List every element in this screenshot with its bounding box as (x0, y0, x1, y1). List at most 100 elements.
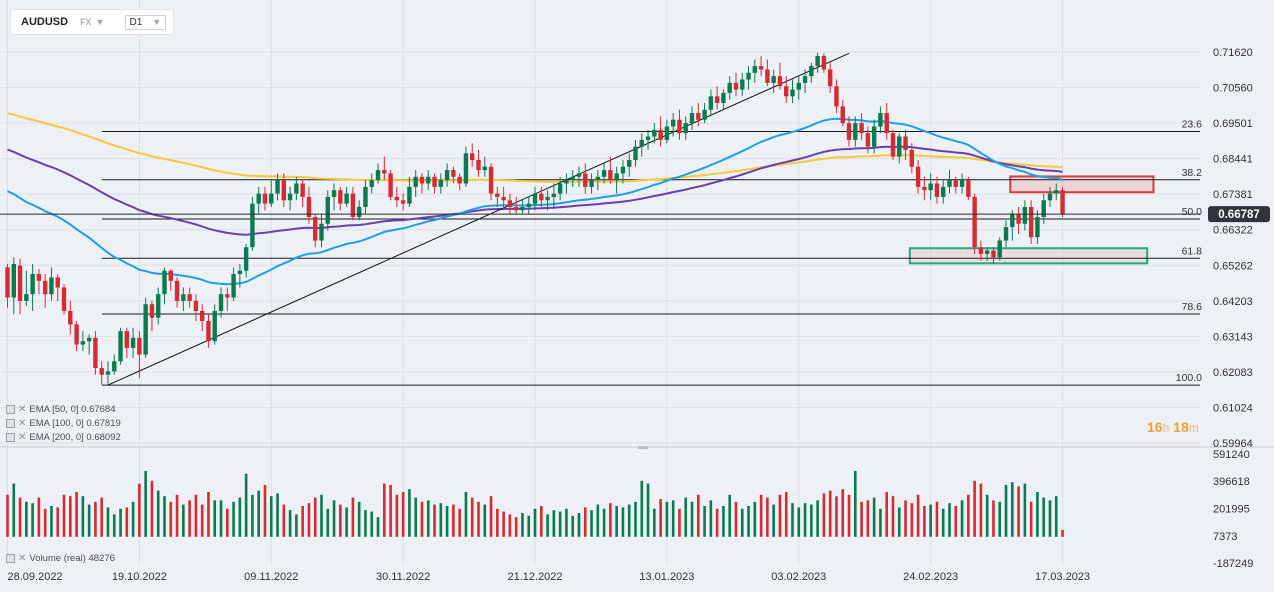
candle-body (243, 247, 249, 271)
pane-resize-handle (638, 446, 648, 449)
candle-body (576, 173, 582, 177)
candle-body (1047, 193, 1053, 201)
date-tick-label: 09.11.2022 (244, 571, 298, 583)
symbol-label[interactable]: AUDUSD (21, 16, 69, 28)
candle-body (539, 193, 544, 201)
candle-body (86, 337, 92, 342)
volume-bar (276, 493, 279, 537)
candle-body (413, 176, 418, 187)
volume-bar (458, 508, 461, 537)
volume-bar (288, 510, 292, 537)
candle-body (149, 304, 155, 318)
date-tick-label: 03.02.2023 (771, 571, 826, 583)
volume-bar (979, 483, 983, 537)
volume-bar (370, 511, 374, 537)
candle-body (1041, 200, 1046, 218)
volume-bar (1054, 496, 1058, 537)
candle-body (338, 190, 343, 204)
candle-body (796, 82, 801, 90)
fib-label: 100.0 (1176, 372, 1202, 384)
volume-bar (709, 500, 713, 537)
candle-body (275, 180, 280, 194)
settings-icon[interactable] (6, 554, 15, 563)
settings-icon[interactable] (6, 419, 15, 428)
candle-body (614, 173, 619, 181)
volume-bar (891, 496, 895, 537)
volume-bar (106, 507, 110, 537)
volume-bar (521, 512, 524, 537)
price-tick-label: 0.70560 (1213, 83, 1253, 95)
volume-bar (200, 504, 204, 537)
close-icon[interactable]: ✕ (18, 432, 27, 443)
candle-body (752, 66, 758, 73)
volume-bar (313, 497, 317, 537)
candle-countdown: 16h 18m (1147, 419, 1199, 435)
volume-bar (558, 511, 562, 537)
candle-body (557, 183, 563, 194)
legend-ema50[interactable]: ✕ EMA [50, 0] 0.67684 (6, 404, 115, 415)
volume-bar (169, 501, 173, 537)
trendline (107, 52, 850, 386)
volume-bar (941, 508, 945, 537)
candle-body (966, 180, 971, 197)
candle-body (890, 133, 896, 157)
legend-volume[interactable]: ✕ Volume (real) 48276 (6, 553, 115, 564)
close-icon[interactable]: ✕ (18, 404, 27, 415)
candle-body (984, 250, 990, 254)
candle-body (871, 126, 877, 147)
volume-bar (433, 504, 436, 537)
countdown-minutes: 18 (1173, 419, 1189, 435)
volume-bar (18, 497, 22, 537)
close-icon[interactable]: ✕ (18, 418, 27, 429)
candle-body (130, 337, 136, 348)
volume-bar (244, 473, 248, 537)
candle-body (212, 310, 217, 342)
candle-body (620, 166, 626, 174)
settings-icon[interactable] (6, 405, 15, 414)
volume-tick-label: 7373 (1213, 531, 1237, 543)
volume-bar (483, 504, 487, 537)
legend-ema100[interactable]: ✕ EMA [100, 0] 0.67819 (6, 418, 121, 429)
candle-body (1022, 206, 1028, 224)
fib-label: 61.8 (1182, 245, 1203, 257)
legend-ema200[interactable]: ✕ EMA [200, 0] 0.68092 (6, 432, 121, 443)
candle-body (432, 176, 437, 187)
candle-body (758, 66, 764, 70)
volume-bar (420, 501, 424, 537)
symbol-toolbar[interactable]: AUDUSD FX ▼ D1 ▼ (10, 9, 174, 35)
volume-bar (112, 514, 116, 537)
candle-body (922, 186, 927, 191)
volume-bar (715, 508, 719, 537)
candle-body (426, 176, 431, 184)
volume-bar (238, 497, 242, 537)
candle-body (124, 331, 130, 348)
candle-body (526, 203, 531, 207)
candle-body (488, 166, 494, 194)
candle-body (156, 294, 161, 318)
candle-body (589, 180, 594, 187)
candle-body (771, 76, 776, 83)
candle-body (740, 79, 745, 90)
candle-body (670, 119, 676, 127)
candle-body (1016, 213, 1021, 224)
volume-bar (1061, 530, 1064, 537)
candle-body (438, 180, 444, 187)
settings-icon[interactable] (6, 433, 15, 442)
chevron-down-icon[interactable]: ▼ (95, 17, 105, 27)
volume-bar (25, 501, 28, 537)
candle-body (269, 193, 274, 204)
volume-bar (1048, 500, 1052, 537)
volume-bar (784, 491, 788, 537)
timeframe-select[interactable]: D1 ▼ (124, 14, 167, 30)
volume-bars (6, 470, 1064, 537)
volume-bar (131, 501, 135, 537)
price-tick-label: 0.61024 (1213, 402, 1253, 414)
candle-body (777, 76, 783, 87)
close-icon[interactable]: ✕ (18, 553, 27, 564)
volume-bar (879, 508, 882, 537)
volume-bar (163, 496, 166, 537)
candle-body (199, 310, 205, 322)
candle-body (250, 203, 255, 248)
volume-bar (207, 491, 210, 537)
